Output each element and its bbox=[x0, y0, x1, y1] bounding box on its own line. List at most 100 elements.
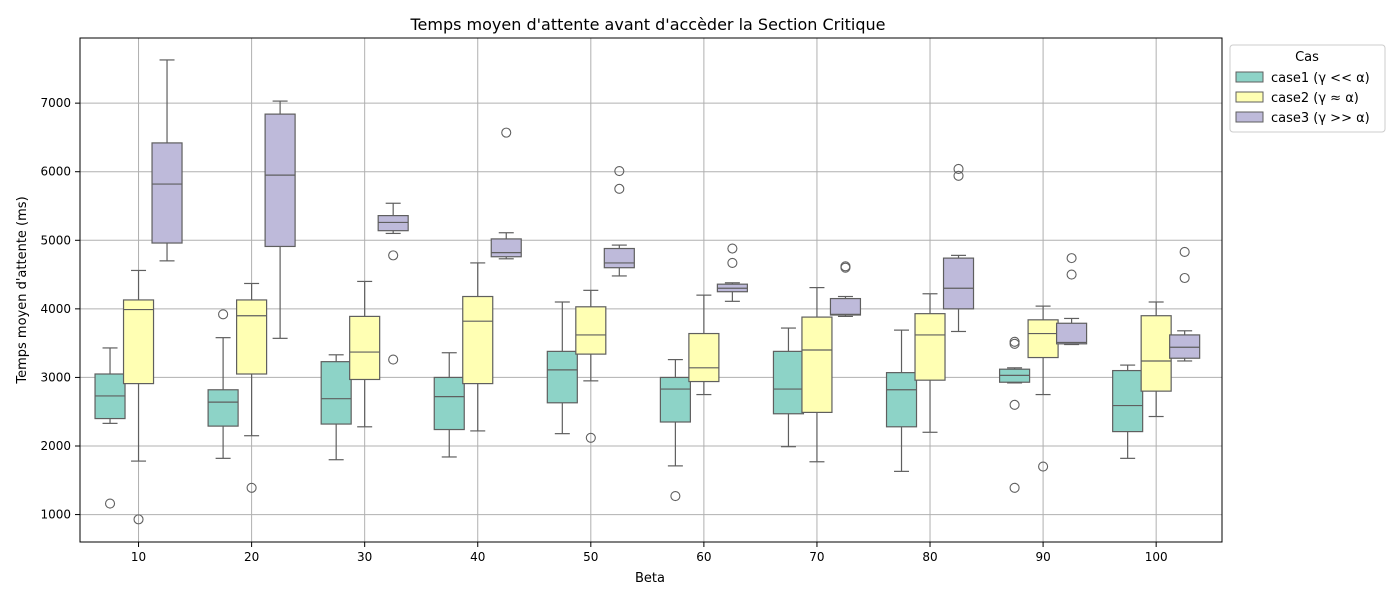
box-group bbox=[688, 294, 720, 396]
outlier-point bbox=[1009, 336, 1020, 347]
legend-entry-label: case1 (γ << α) bbox=[1271, 71, 1370, 86]
outlier-point bbox=[388, 250, 399, 261]
box-group bbox=[885, 329, 918, 472]
y-tick-label: 7000 bbox=[40, 96, 71, 110]
legend-title: Cas bbox=[1295, 50, 1319, 65]
box-iqr bbox=[1055, 322, 1088, 345]
y-tick-label: 2000 bbox=[40, 439, 71, 453]
outlier-point bbox=[1066, 253, 1077, 264]
box-group bbox=[1055, 253, 1088, 346]
x-tick-label: 30 bbox=[357, 550, 372, 564]
box-group bbox=[490, 127, 522, 260]
x-axis-label: Beta bbox=[635, 571, 665, 586]
box-iqr bbox=[772, 350, 805, 415]
y-axis-label: Temps moyen d'attente (ms) bbox=[15, 196, 30, 384]
x-tick-label: 20 bbox=[244, 550, 259, 564]
box-group bbox=[546, 301, 578, 435]
box-group bbox=[349, 280, 381, 428]
box-iqr bbox=[320, 361, 352, 425]
outlier-point bbox=[133, 514, 144, 525]
outlier-point bbox=[218, 309, 229, 320]
outlier-point bbox=[670, 491, 681, 502]
outlier-point bbox=[1009, 482, 1020, 493]
box-group bbox=[914, 293, 946, 433]
box-group bbox=[1140, 301, 1172, 418]
x-tick-label: 100 bbox=[1145, 550, 1168, 564]
outlier-point bbox=[585, 432, 596, 443]
y-tick-label: 3000 bbox=[40, 370, 71, 384]
box-iqr bbox=[122, 299, 155, 385]
x-tick-label: 50 bbox=[583, 550, 598, 564]
box-iqr bbox=[885, 372, 918, 428]
box-group bbox=[801, 287, 833, 463]
legend-swatch bbox=[1235, 111, 1264, 123]
box-iqr bbox=[1112, 369, 1144, 433]
box-group bbox=[320, 354, 352, 461]
box-group bbox=[603, 165, 635, 277]
box-group bbox=[94, 347, 126, 509]
legend-swatch bbox=[1235, 71, 1264, 83]
box-layer bbox=[94, 59, 1201, 525]
box-group bbox=[122, 269, 155, 525]
box-group bbox=[575, 289, 607, 443]
box-iqr bbox=[151, 142, 183, 244]
outlier-point bbox=[1066, 269, 1077, 280]
y-tick-label: 1000 bbox=[40, 508, 71, 522]
box-group bbox=[151, 59, 183, 262]
box-iqr bbox=[575, 306, 607, 355]
box-iqr bbox=[546, 350, 578, 404]
box-iqr bbox=[801, 316, 833, 414]
axis-layer: 10 20 30 40 50 60 70 80 90 100 1000 2000 3000 4000 500… bbox=[40, 96, 1167, 564]
outlier-point bbox=[727, 257, 738, 268]
box-group bbox=[207, 309, 239, 459]
legend-frame bbox=[1229, 44, 1386, 133]
outlier-point bbox=[614, 183, 625, 194]
box-group bbox=[998, 336, 1031, 493]
outlier-point bbox=[104, 498, 116, 509]
outlier-point bbox=[1009, 338, 1020, 349]
box-iqr bbox=[490, 238, 522, 258]
x-tick-label: 90 bbox=[1035, 550, 1050, 564]
box-iqr bbox=[264, 113, 296, 248]
outlier-point bbox=[840, 262, 851, 273]
outlier-point bbox=[246, 482, 257, 493]
box-iqr bbox=[349, 315, 381, 381]
y-tick-label: 6000 bbox=[40, 165, 71, 179]
x-tick-label: 40 bbox=[470, 550, 485, 564]
outlier-point bbox=[1179, 272, 1190, 284]
box-group bbox=[433, 352, 465, 458]
box-iqr bbox=[1169, 334, 1201, 359]
box-iqr bbox=[433, 376, 465, 431]
box-group bbox=[829, 261, 862, 317]
y-tick-label: 4000 bbox=[40, 302, 71, 316]
box-group bbox=[772, 327, 805, 448]
box-iqr bbox=[236, 299, 268, 375]
chart-title: Temps moyen d'attente avant d'accèder la… bbox=[409, 15, 885, 34]
x-tick-label: 60 bbox=[696, 550, 711, 564]
box-iqr bbox=[914, 313, 946, 381]
outlier-point bbox=[501, 127, 512, 138]
outlier-point bbox=[953, 170, 964, 181]
box-group bbox=[1169, 246, 1201, 362]
x-tick-label: 80 bbox=[922, 550, 937, 564]
box-group bbox=[716, 243, 748, 302]
outlier-point bbox=[1038, 461, 1049, 472]
outlier-point bbox=[727, 243, 738, 254]
box-iqr bbox=[1027, 319, 1059, 359]
plot-frame bbox=[79, 37, 1223, 543]
legend: Cas case1 (γ << α) case2 (γ ≈ α) case3 (γ … bbox=[1229, 44, 1386, 133]
x-tick-label: 70 bbox=[809, 550, 824, 564]
box-iqr bbox=[462, 295, 494, 385]
outlier-point bbox=[953, 163, 964, 175]
box-group bbox=[236, 282, 268, 493]
box-group bbox=[264, 100, 296, 339]
y-tick-label: 5000 bbox=[40, 233, 71, 247]
box-iqr bbox=[688, 332, 720, 383]
outlier-point bbox=[1009, 399, 1020, 410]
box-iqr bbox=[377, 215, 409, 232]
legend-swatch bbox=[1235, 91, 1264, 103]
x-tick-label: 10 bbox=[131, 550, 146, 564]
box-group bbox=[1112, 364, 1144, 459]
legend-entry-label: case2 (γ ≈ α) bbox=[1271, 91, 1359, 106]
